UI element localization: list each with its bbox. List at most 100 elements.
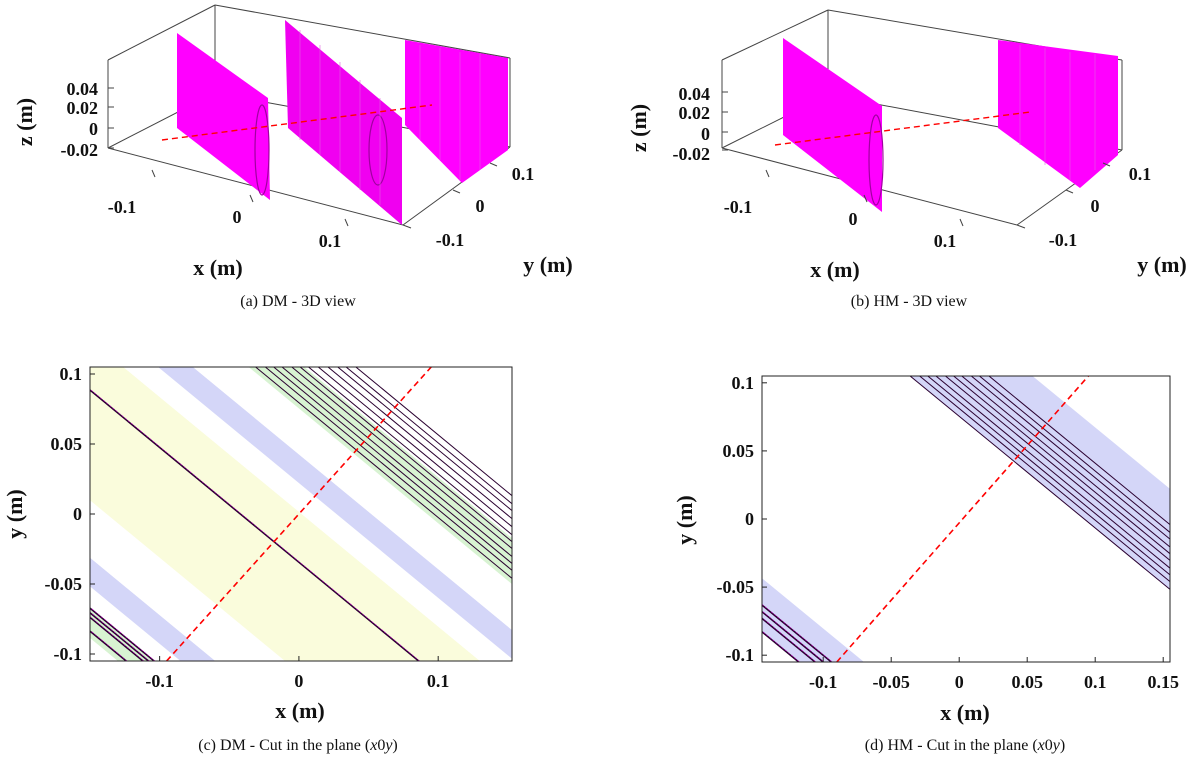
x-tick-label-4: 0.1	[1084, 672, 1107, 692]
panel-b-z-label: z (m)	[626, 104, 651, 152]
lens-ellipse-2	[368, 114, 388, 186]
panel-b-z-tick-0: 0.04	[679, 84, 711, 104]
band-1	[90, 586, 181, 661]
y-tick-label-1: 0.05	[723, 441, 755, 461]
panel-a-y-tick-0: -0.1	[436, 230, 465, 250]
panel-a-x-label: x (m)	[193, 255, 242, 280]
cluster-curve-6	[307, 367, 512, 536]
cluster-curve-8	[978, 376, 1170, 534]
panel-a-ray	[161, 104, 433, 141]
curve-4	[90, 389, 420, 661]
panel-b-x-tick-2: 0.1	[934, 231, 957, 251]
panel-b-y-tick-2: 0.1	[1129, 164, 1152, 184]
curve-2	[90, 611, 150, 661]
cluster-curve-0	[909, 376, 1170, 591]
cluster-curve-6	[960, 376, 1170, 548]
surface-texture	[1019, 45, 1096, 180]
panel-a-z-tick-0: 0.04	[67, 79, 99, 99]
panel-a-x-tick-2: 0.1	[319, 231, 342, 251]
panel-c-plot-area	[90, 367, 512, 661]
panel-b-x-tick-1: 0	[849, 209, 858, 229]
lens-ellipse-1	[254, 104, 270, 196]
cluster-curve-3	[935, 376, 1170, 569]
y-tick-label-2: 0	[745, 509, 754, 529]
panel-b-z-tick-1: 0.02	[679, 103, 711, 123]
surface-array-1	[177, 33, 270, 200]
cluster-curve-2	[272, 367, 512, 565]
panel-a-y-label: y (m)	[523, 252, 572, 277]
panel-d-y-label: y (m)	[672, 495, 697, 544]
panel-d-ticks: -0.1 -0.05 0 0.05 0.1 0.15 0.1 0.05 0 -0.05 -0.1	[717, 373, 1179, 692]
x-tick-label-0: -0.1	[145, 671, 174, 691]
curve-0	[762, 630, 800, 662]
panel-b-y-label: y (m)	[1137, 252, 1186, 277]
panel-a-y-tick-1: 0	[476, 196, 485, 216]
band-4	[90, 367, 480, 661]
panel-a-surfaces	[177, 20, 508, 225]
cluster-curve-1	[264, 367, 512, 571]
panel-b-box	[721, 9, 1123, 226]
x-tick-label-0: -0.1	[809, 672, 838, 692]
panel-a-z-tick-2: 0	[89, 119, 98, 139]
panel-a-x-tick-1: 0	[233, 207, 242, 227]
y-tick-label-0: 0.1	[732, 373, 755, 393]
panel-b-y-tick-0: -0.1	[1049, 230, 1078, 250]
panel-a-x-tick-0: -0.1	[108, 197, 137, 217]
curve-3	[90, 607, 156, 661]
panel-b-surfaces	[783, 38, 1118, 212]
curve-overlay-3	[762, 603, 833, 662]
panel-a-tickmarks	[108, 87, 498, 229]
lens-ellipse-1	[868, 114, 884, 206]
x-tick-label-1: 0	[294, 671, 303, 691]
surface-array-1	[783, 38, 882, 212]
panel-d-caption: (d) HM - Cut in the plane (x0y)	[865, 737, 1065, 754]
ray-line	[836, 376, 1090, 662]
curve-overlay-2	[762, 610, 825, 662]
panel-a-z-tick-3: -0.02	[61, 140, 99, 160]
curve-overlay-0	[762, 630, 801, 662]
curve-3	[762, 604, 833, 662]
panel-b-tickmarks	[722, 91, 1111, 229]
curve-2	[762, 610, 825, 662]
panel-c-y-label: y (m)	[2, 489, 27, 538]
cluster-curve-7	[317, 367, 512, 528]
panel-c-caption: (c) DM - Cut in the plane (x0y)	[198, 737, 398, 754]
surface-array-2	[285, 20, 402, 225]
panel-b-x-tick-0: -0.1	[724, 197, 753, 217]
y-tick-label-4: -0.1	[726, 645, 755, 665]
panel-b-z-tick-3: -0.02	[673, 144, 711, 164]
band-2	[90, 557, 216, 661]
panel-a-y-tick-2: 0.1	[512, 164, 535, 184]
panel-a: 0.04 0.02 0 -0.02 z (m) -0.1 0 0.1 x (m)…	[12, 4, 573, 310]
band-8	[248, 367, 512, 585]
ray-line	[166, 367, 432, 661]
cluster-curve-7	[970, 376, 1170, 540]
panel-a-caption: (a) DM - 3D view	[240, 293, 356, 310]
cluster-curve-1	[918, 376, 1170, 583]
cluster-curve-5	[952, 376, 1170, 555]
panel-b-z-tick-2: 0	[701, 124, 710, 144]
surface-array-3	[405, 40, 508, 183]
panel-c-ticks: -0.1 0 0.1 0.1 0.05 0 -0.05 -0.1	[45, 364, 450, 691]
panel-d-x-label: x (m)	[940, 700, 989, 725]
band-6	[158, 367, 512, 659]
cluster-curve-3	[281, 367, 512, 558]
panel-c-x-label: x (m)	[275, 698, 324, 723]
surface-array-2	[998, 40, 1118, 188]
cluster-curve-9	[988, 376, 1170, 526]
cluster-curve-8	[327, 367, 512, 520]
y-tick-label-3: -0.05	[717, 577, 755, 597]
panel-a-z-label: z (m)	[12, 98, 37, 146]
y-tick-label-1: 0.05	[51, 434, 83, 454]
panel-c: -0.1 0 0.1 0.1 0.05 0 -0.05 -0.1 x (m) y (m) (c…	[2, 364, 513, 754]
band-0	[762, 578, 864, 662]
panel-a-z-tick-1: 0.02	[67, 98, 99, 118]
cluster-curve-9	[336, 367, 512, 512]
curve-overlay-1	[762, 617, 817, 662]
cluster-curve-2	[926, 376, 1170, 576]
x-tick-label-1: -0.05	[872, 672, 910, 692]
panel-b-caption: (b) HM - 3D view	[851, 293, 968, 310]
y-tick-label-0: 0.1	[60, 364, 83, 384]
cluster-curve-4	[944, 376, 1170, 562]
